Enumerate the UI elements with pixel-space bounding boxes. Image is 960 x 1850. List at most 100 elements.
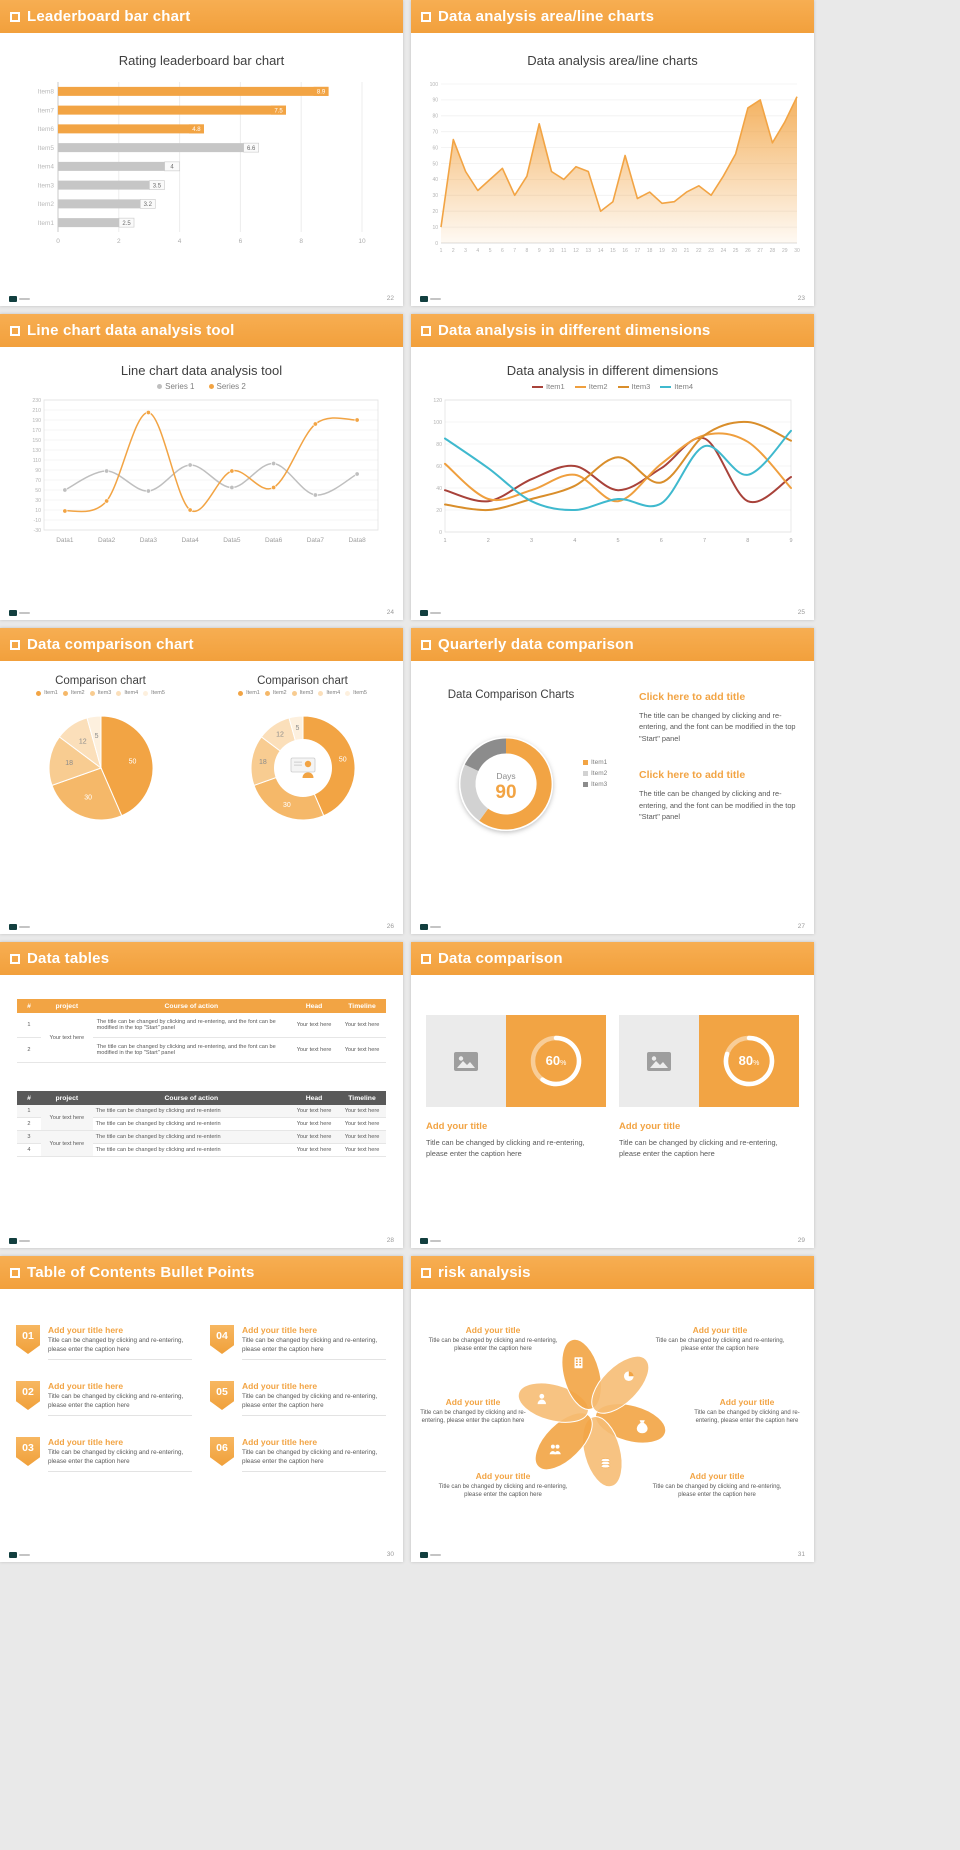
slide-data-comparison-cards[interactable]: Data comparison 60% 80% Add your title T…	[411, 942, 814, 1248]
slide-risk-analysis[interactable]: risk analysis Add your title Title can b…	[411, 1256, 814, 1562]
legend-item: Item1	[36, 690, 58, 696]
toc-number-badge: 02	[16, 1381, 40, 1410]
slide-multi-dimension-analysis[interactable]: Data analysis in different dimensions Da…	[411, 314, 814, 620]
svg-text:4: 4	[573, 538, 576, 544]
slide-quarterly-comparison[interactable]: Quarterly data comparison Data Compariso…	[411, 628, 814, 934]
slide-header-title: risk analysis	[438, 1264, 531, 1281]
slide-area-line-charts[interactable]: Data analysis area/line charts Data anal…	[411, 0, 814, 306]
coins-icon	[600, 1458, 611, 1469]
square-bullet-icon	[10, 953, 20, 964]
building-icon	[574, 1357, 583, 1369]
block-body: The title can be changed by clicking and…	[639, 789, 796, 822]
logo-mark-icon	[9, 1238, 17, 1244]
svg-text:3: 3	[529, 538, 532, 544]
svg-text:150: 150	[32, 438, 41, 444]
footer-logo	[420, 1552, 441, 1558]
page-number: 22	[386, 295, 394, 302]
slide-toc-bullet-points[interactable]: Table of Contents Bullet Points 30 01 Add…	[0, 1256, 403, 1562]
logo-mark-icon	[420, 1552, 428, 1558]
legend-item: Item1	[531, 382, 565, 391]
svg-text:20: 20	[671, 248, 677, 254]
text-block: Click here to add title The title can be…	[639, 769, 801, 822]
svg-text:50: 50	[432, 161, 438, 167]
logo-text-mark	[19, 1239, 30, 1243]
toc-item-title: Add your title here	[48, 1325, 124, 1335]
toc-item[interactable]: 03 Add your title here Title can be change…	[16, 1437, 192, 1472]
risk-label-body: Title can be changed by clicking and re-…	[694, 1410, 800, 1425]
card-title: Add your title	[619, 1121, 681, 1132]
page-number: 26	[386, 923, 394, 930]
risk-label-body: Title can be changed by clicking and re-…	[652, 1484, 782, 1499]
action-cell: The title can be changed by clicking and…	[92, 1117, 291, 1131]
svg-text:30: 30	[794, 248, 800, 254]
logo-text-mark	[19, 1553, 30, 1557]
logo-text-mark	[430, 925, 441, 929]
svg-text:6: 6	[500, 248, 503, 254]
pie-chart: 50 30 18 12 5	[48, 715, 153, 821]
svg-text:10: 10	[35, 508, 41, 514]
svg-text:Item1: Item1	[37, 220, 54, 227]
svg-text:9: 9	[789, 538, 792, 544]
row-number-cell: 1	[17, 1105, 41, 1118]
svg-text:8: 8	[525, 248, 528, 254]
svg-text:13: 13	[585, 248, 591, 254]
toc-item[interactable]: 06 Add your title here Title can be change…	[210, 1437, 386, 1472]
svg-text:18: 18	[65, 760, 73, 767]
svg-text:11: 11	[561, 248, 566, 254]
svg-text:6: 6	[238, 238, 242, 245]
svg-text:Data5: Data5	[223, 537, 241, 544]
multi-line-chart: 120 100 80 60 40 20 01 2 3 4 5 6 7 8 9	[433, 398, 792, 544]
chart-title: Data analysis area/line charts	[527, 53, 698, 68]
legend-item: Item3	[291, 690, 313, 696]
people-icon	[549, 1444, 561, 1455]
table-column-header: Course of action	[92, 1091, 291, 1105]
svg-text:-30: -30	[33, 528, 41, 534]
money-bag-icon	[636, 1420, 648, 1434]
timeline-cell: Your text here	[338, 1130, 386, 1144]
footer-logo	[9, 1238, 30, 1244]
toc-item[interactable]: 01 Add your title here Title can be change…	[16, 1325, 192, 1360]
svg-text:26: 26	[745, 248, 751, 254]
footer-logo	[420, 610, 441, 616]
slide-header-bar: risk analysis	[411, 1256, 814, 1289]
legend-item: Item1	[238, 690, 260, 696]
logo-mark-icon	[420, 924, 428, 930]
svg-text:6.6: 6.6	[246, 146, 255, 152]
slide-header-bar: Data tables	[0, 942, 403, 975]
chart-title: Rating leaderboard bar chart	[118, 53, 285, 68]
table-row: 4 The title can be changed by clicking an…	[17, 1143, 386, 1157]
legend-item: Item2	[583, 770, 607, 777]
svg-text:5: 5	[295, 725, 299, 732]
square-bullet-icon	[10, 1267, 20, 1278]
toc-item[interactable]: 05 Add your title here Title can be change…	[210, 1381, 386, 1416]
chart-legend: Series 1 Series 2	[0, 382, 403, 391]
svg-text:Data6: Data6	[264, 537, 282, 544]
logo-mark-icon	[9, 610, 17, 616]
risk-label-title: Add your title	[475, 1471, 531, 1481]
slide-leaderboard-bar-chart[interactable]: Leaderboard bar chart Rating leaderboard…	[0, 0, 403, 306]
svg-text:19: 19	[659, 248, 665, 254]
chart-legend: Item1 Item2 Item3 Item4	[411, 382, 814, 391]
picture-icon	[454, 1051, 478, 1071]
toc-item-title: Add your title here	[242, 1437, 318, 1447]
image-placeholder	[619, 1015, 699, 1107]
toc-item[interactable]: 02 Add your title here Title can be change…	[16, 1381, 192, 1416]
action-cell: The title can be changed by clicking and…	[92, 1013, 291, 1038]
svg-text:4: 4	[177, 238, 181, 245]
slide-data-tables[interactable]: Data tables # project Course of action Head…	[0, 942, 403, 1248]
slide-line-chart-tool[interactable]: Line chart data analysis tool Line chart…	[0, 314, 403, 620]
footer-logo	[9, 1552, 30, 1558]
card-title: Add your title	[426, 1121, 488, 1132]
slide-data-comparison-pies[interactable]: Data comparison chart Comparison chart I…	[0, 628, 403, 934]
slide-header-title: Data comparison chart	[27, 636, 194, 653]
block-title: Click here to add title	[639, 769, 746, 782]
svg-text:90: 90	[495, 782, 516, 803]
svg-text:80: 80	[436, 442, 442, 448]
action-cell: The title can be changed by clicking and…	[92, 1143, 291, 1157]
toc-number-badge: 05	[210, 1381, 234, 1410]
svg-text:-10: -10	[33, 518, 41, 524]
svg-text:4: 4	[476, 248, 479, 254]
logo-mark-icon	[420, 296, 428, 302]
toc-item[interactable]: 04 Add your title here Title can be change…	[210, 1325, 386, 1360]
